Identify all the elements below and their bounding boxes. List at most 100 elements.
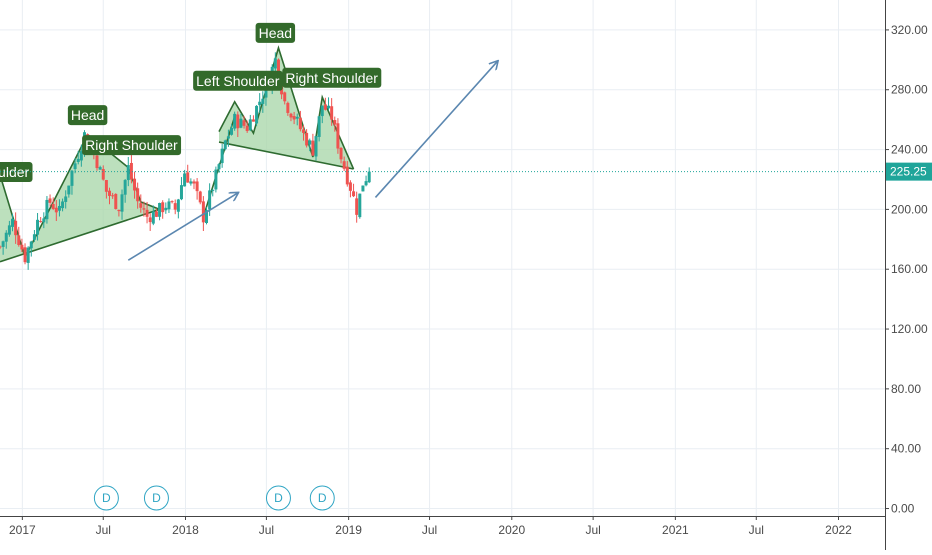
candle-down (51, 204, 55, 209)
candle-up (79, 151, 83, 161)
candles (0, 52, 371, 270)
candle-down (136, 188, 140, 202)
last-price-tag-box (886, 162, 932, 181)
dividend-circle[interactable] (309, 485, 335, 511)
candle-down (330, 106, 334, 120)
dividend-marker[interactable]: D (143, 485, 169, 511)
candle-down (154, 211, 158, 217)
candle-down (95, 155, 99, 169)
x-tick-label: 2022 (825, 523, 852, 537)
dividend-marker[interactable]: D (265, 485, 291, 511)
candle-down (101, 169, 105, 180)
dividend-marker[interactable]: D (309, 485, 335, 511)
pattern-label-box (282, 67, 382, 88)
y-tick-label: 80.00 (891, 382, 921, 396)
y-tick-label: 240.00 (891, 143, 928, 157)
projection-arrow[interactable] (127, 193, 238, 261)
candle-up (98, 167, 102, 170)
projection-arrow[interactable] (374, 61, 497, 198)
dividend-label: D (318, 491, 327, 505)
y-axis-panel (886, 0, 932, 550)
pattern-label-text: houlder (0, 164, 30, 180)
pattern-label-box (193, 70, 283, 91)
dividend-circle[interactable] (93, 485, 119, 511)
pattern-fill-head-and-shoulders-2018 (219, 47, 354, 170)
candle-up (208, 190, 212, 210)
candle-down (133, 178, 137, 191)
candle-down (39, 221, 43, 223)
candle-up (239, 118, 243, 128)
x-tick-label: 2021 (662, 523, 689, 537)
candle-down (142, 208, 146, 210)
y-tick-label: 0.00 (891, 502, 915, 516)
candle-up (179, 185, 183, 200)
y-tick-label: 40.00 (891, 442, 921, 456)
candle-up (120, 194, 124, 212)
y-tick-label: 120.00 (891, 322, 928, 336)
candle-down (283, 92, 287, 102)
candle-down (20, 244, 24, 250)
candle-up (314, 136, 318, 157)
candle-up (76, 158, 80, 162)
candle-up (205, 210, 208, 224)
dividend-label: D (102, 491, 111, 505)
candle-down (276, 59, 280, 82)
pattern-label: Right Shoulder (282, 67, 382, 88)
candle-up (211, 189, 215, 191)
candle-down (198, 191, 202, 203)
candle-up (57, 205, 61, 211)
y-tick-label: 280.00 (891, 83, 928, 97)
dividend-label: D (152, 491, 161, 505)
candle-up (273, 58, 277, 69)
candle-down (23, 247, 27, 263)
candle-down (242, 120, 246, 126)
pattern-label-text: Right Shoulder (285, 70, 378, 86)
candle-down (195, 181, 199, 192)
dividend-circle[interactable] (265, 485, 291, 511)
dividend-circle[interactable] (143, 485, 169, 511)
candle-down (342, 161, 346, 169)
candle-up (220, 148, 224, 164)
x-tick-label: 2017 (9, 523, 36, 537)
candle-up (308, 140, 312, 145)
candle-down (161, 202, 165, 213)
candle-down (14, 220, 18, 236)
candle-up (123, 180, 127, 195)
candle-down (192, 181, 196, 184)
candle-up (214, 169, 218, 190)
candle-up (67, 185, 71, 195)
candle-down (173, 203, 177, 210)
pattern-labels: houlder Head Right Shoulder Left Shoulder He… (0, 22, 382, 182)
candle-up (73, 163, 77, 170)
candle-down (236, 114, 240, 129)
pattern-label-text: Head (259, 25, 292, 41)
candle-up (255, 105, 259, 124)
dividend-marker[interactable]: D (93, 485, 119, 511)
candle-up (320, 105, 324, 117)
pattern-outline-head-and-shoulders-2018 (218, 45, 355, 170)
candle-up (364, 181, 368, 186)
candle-down (117, 209, 121, 212)
x-tick-label: Jul (749, 523, 764, 537)
candle-up (367, 171, 371, 183)
candle-up (164, 207, 168, 211)
candle-down (245, 125, 249, 131)
x-tick-label: Jul (96, 523, 111, 537)
last-price-value: 225.25 (890, 165, 927, 179)
candle-up (11, 218, 15, 227)
candle-down (54, 207, 58, 213)
candle-down (292, 116, 296, 120)
pattern-label-text: Head (71, 107, 104, 123)
candle-down (289, 113, 293, 118)
candle-up (261, 98, 265, 104)
x-tick-label: 2020 (498, 523, 525, 537)
y-tick-label: 320.00 (891, 23, 928, 37)
candle-up (126, 165, 130, 181)
pattern-label-text: Right Shoulder (85, 137, 178, 153)
candle-down (352, 191, 356, 197)
x-axis-panel (0, 517, 885, 550)
